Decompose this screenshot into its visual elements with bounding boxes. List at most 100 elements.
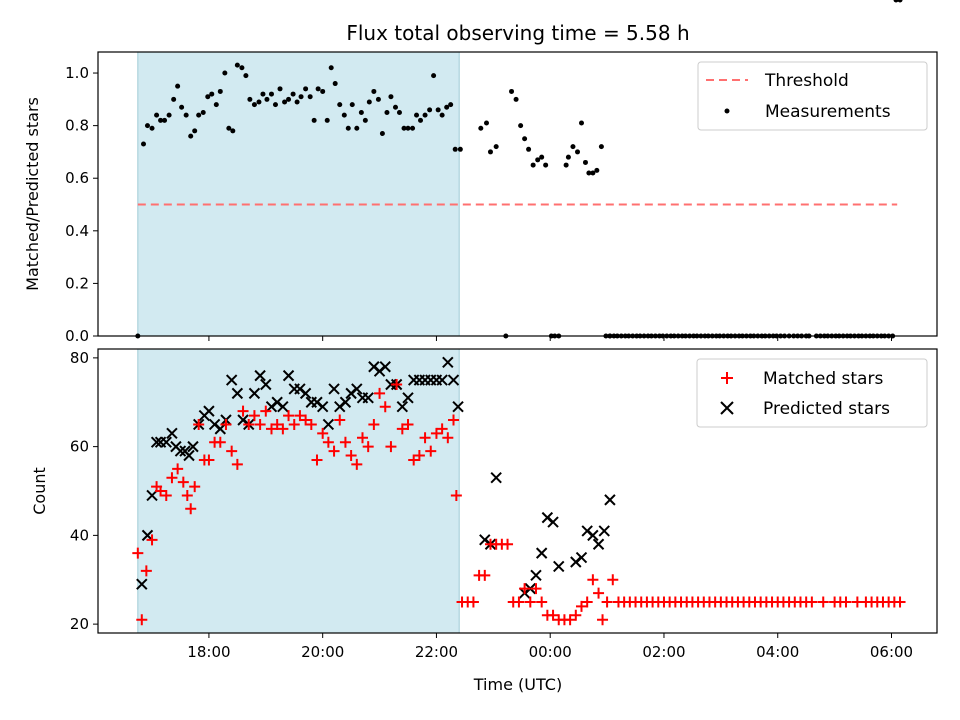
matched-point (564, 614, 576, 626)
matched-point (271, 418, 283, 430)
measurement-point (171, 96, 177, 102)
measurement-point (582, 159, 588, 165)
predicted-point (402, 392, 414, 404)
x-tick-label: 20:00 (301, 643, 344, 661)
matched-point (288, 418, 300, 430)
measurement-point (522, 136, 528, 142)
matched-point (160, 489, 172, 501)
measurement-point (575, 149, 581, 155)
measurement-point (354, 125, 360, 131)
measurement-point (590, 170, 596, 176)
measurement-point (366, 99, 372, 105)
measurement-point (483, 120, 489, 126)
matched-point (396, 423, 408, 435)
measurement-point (290, 91, 296, 97)
measurement-point (328, 65, 334, 71)
predicted-point (339, 396, 352, 408)
measurement-point (598, 144, 604, 150)
measurement-point (277, 86, 283, 92)
predicted-point (379, 361, 391, 373)
measurement-point (392, 104, 398, 110)
x-axis-label: Time (UTC) (473, 675, 562, 694)
measurement-point (234, 62, 240, 68)
measurement-point (530, 162, 536, 168)
predicted-point (452, 400, 464, 413)
measurement-point (543, 162, 549, 168)
measurement-point (358, 109, 364, 115)
matched-point (185, 503, 197, 515)
measurement-point (578, 120, 584, 126)
measurement-point (162, 117, 168, 123)
matched-point (231, 458, 243, 470)
measurement-point (396, 109, 402, 115)
legend-measurements-label: Measurements (765, 102, 891, 122)
measurement-point (337, 102, 343, 108)
matched-point (193, 418, 205, 430)
matched-point (442, 432, 454, 444)
matched-point (502, 538, 514, 550)
measurement-point (166, 112, 172, 118)
matched-point (322, 436, 334, 448)
matched-point (450, 489, 462, 501)
matched-point (467, 596, 479, 608)
matched-point (362, 441, 374, 453)
measurement-point (427, 107, 433, 113)
matched-point (436, 423, 448, 435)
predicted-point (490, 471, 502, 484)
top-x-ticks (208, 336, 892, 341)
predicted-point (587, 529, 599, 542)
measurement-point (303, 86, 309, 92)
matched-point (260, 405, 272, 417)
measurement-point (526, 146, 532, 152)
matched-point (220, 418, 232, 430)
predicted-point (604, 494, 616, 506)
measurement-point (264, 96, 270, 102)
matched-point (419, 432, 431, 444)
matched-point (402, 418, 414, 430)
predicted-point (248, 387, 261, 400)
x-tick-label: 00:00 (529, 643, 572, 661)
measurement-point (213, 102, 219, 108)
y-tick-label: 40 (70, 526, 89, 544)
matched-point (132, 547, 144, 559)
matched-point (300, 414, 312, 426)
measurement-point (230, 128, 236, 134)
predicted-point (396, 400, 409, 413)
measurement-point (205, 94, 211, 100)
matched-point (140, 565, 152, 577)
y-tick-label: 80 (70, 349, 89, 367)
measurement-point (175, 83, 181, 89)
predicted-point (187, 440, 199, 453)
matched-point (894, 596, 906, 608)
top-y-ticks: 0.0 0.2 0.4 0.6 0.8 1.0 (65, 64, 98, 345)
top-legend: Threshold Measurements (697, 61, 928, 131)
matched-point (339, 436, 351, 448)
matched-point (181, 489, 193, 501)
measurement-point (388, 94, 394, 100)
measurement-points (135, 0, 903, 339)
chart-title: Flux total observing time = 5.58 h (346, 21, 689, 45)
matched-point (513, 596, 525, 608)
predicted-point (299, 387, 312, 400)
predicted-point (442, 356, 454, 369)
x-tick-label: 04:00 (756, 643, 799, 661)
measurement-point (144, 123, 150, 129)
predicted-point (316, 400, 329, 413)
measurement-point (286, 96, 292, 102)
measurement-point (247, 96, 253, 102)
measurement-point (457, 146, 463, 152)
predicted-point (447, 374, 460, 386)
count-panel: 20 40 60 80 18:00 20:00 22:00 00:00 02:00 04:00 0… (30, 348, 938, 694)
matched-point (328, 445, 340, 457)
matched-point (425, 445, 437, 457)
measurement-point (422, 112, 428, 118)
matched-point (379, 401, 391, 413)
bottom-x-ticks: 18:00 20:00 22:00 00:00 02:00 04:00 06:00 (187, 633, 913, 661)
matched-point (294, 410, 306, 422)
measurement-point (196, 112, 202, 118)
top-plot-frame (97, 51, 938, 337)
predicted-point (277, 400, 289, 413)
x-tick-label: 02:00 (642, 643, 685, 661)
matched-point (806, 596, 818, 608)
